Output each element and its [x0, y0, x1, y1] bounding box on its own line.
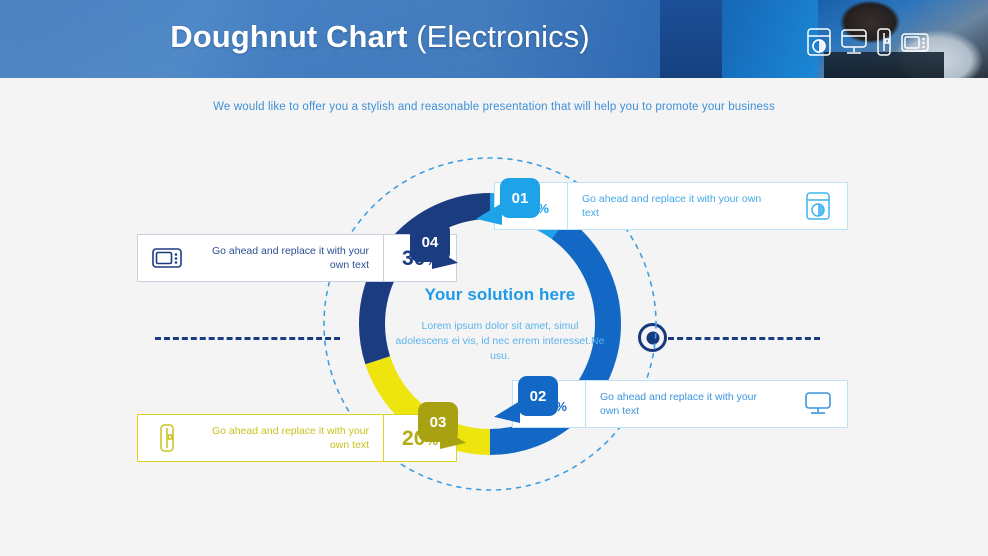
- slide-header: Doughnut Chart (Electronics): [0, 0, 988, 78]
- text-cell-04: Go ahead and replace it with your own te…: [196, 235, 383, 281]
- refrigerator-icon: [138, 415, 196, 461]
- callout-text-04: Go ahead and replace it with your own te…: [211, 245, 369, 271]
- text-cell-03: Go ahead and replace it with your own te…: [196, 415, 383, 461]
- header-panel-mid: [660, 0, 722, 78]
- monitor-icon: [840, 27, 868, 57]
- badge-03[interactable]: 03: [418, 402, 458, 442]
- badge-04[interactable]: 04: [410, 222, 450, 262]
- dashed-rule-left: [155, 337, 340, 340]
- row-divider-01: [567, 183, 568, 229]
- callout-text-02: Go ahead and replace it with your own te…: [600, 391, 758, 417]
- center-content: Your solution here Lorem ipsum dolor sit…: [395, 285, 605, 364]
- callout-row-03[interactable]: Go ahead and replace it with your own te…: [137, 414, 457, 462]
- text-cell-01: Go ahead and replace it with your own te…: [568, 183, 789, 229]
- doughnut-chart: [323, 157, 657, 491]
- callout-row-01[interactable]: 10% Go ahead and replace it with your ow…: [494, 182, 848, 230]
- center-body: Lorem ipsum dolor sit amet, simul adoles…: [395, 320, 605, 362]
- page-title-bold: Doughnut Chart: [170, 19, 417, 54]
- slide-subtitle: We would like to offer you a stylish and…: [213, 101, 775, 113]
- badge-01[interactable]: 01: [500, 178, 540, 218]
- callout-text-03: Go ahead and replace it with your own te…: [211, 425, 369, 451]
- callout-row-04[interactable]: Go ahead and replace it with your own te…: [137, 234, 457, 282]
- page-title-thin: (Electronics): [416, 19, 590, 54]
- microwave-icon: [138, 235, 196, 281]
- segment-04: [359, 193, 621, 455]
- text-cell-02: Go ahead and replace it with your own te…: [586, 381, 789, 427]
- chart-stage: Your solution here Lorem ipsum dolor sit…: [0, 130, 988, 556]
- monitor-icon: [789, 381, 847, 427]
- header-panel-left: [0, 0, 660, 78]
- header-icon-group: [806, 26, 936, 58]
- header-photo: [818, 0, 988, 78]
- center-title: Your solution here: [424, 285, 576, 304]
- badge-02[interactable]: 02: [518, 376, 558, 416]
- refrigerator-icon: [876, 27, 892, 57]
- row-divider-03: [383, 415, 384, 461]
- row-divider-02: [585, 381, 586, 427]
- target-marker-icon: [638, 323, 667, 352]
- outer-dotted-circle: [323, 157, 657, 491]
- callout-row-02[interactable]: 40% Go ahead and replace it with your ow…: [512, 380, 848, 428]
- row-divider-04: [383, 235, 384, 281]
- page-title: Doughnut Chart (Electronics): [0, 19, 760, 55]
- dashed-rule-right: [668, 337, 820, 340]
- callout-text-01: Go ahead and replace it with your own te…: [582, 193, 762, 219]
- washing-machine-icon: [789, 183, 847, 229]
- microwave-icon: [900, 27, 930, 57]
- washing-machine-icon: [806, 27, 832, 57]
- segment-02: [359, 193, 621, 455]
